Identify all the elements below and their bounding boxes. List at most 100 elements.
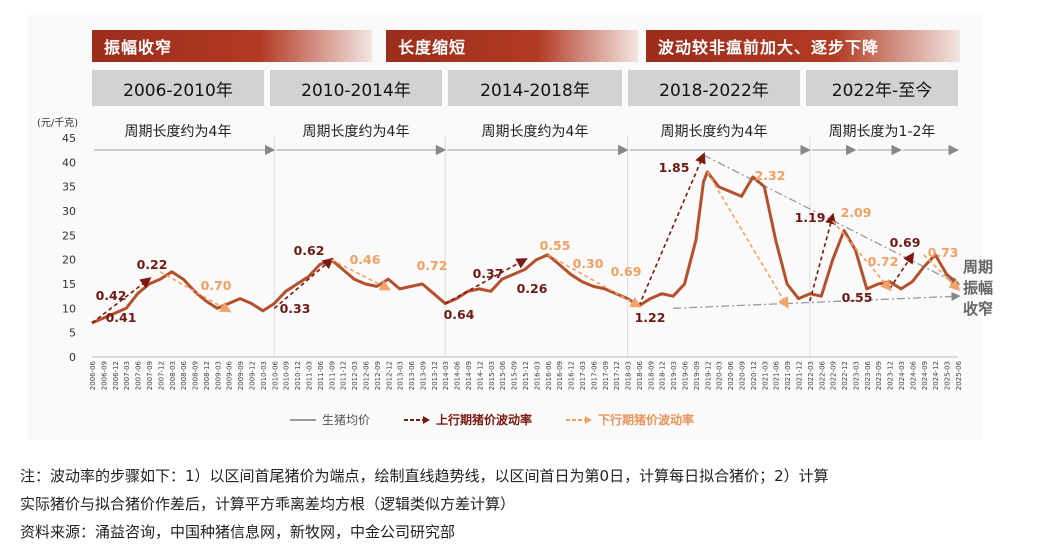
cycle-length-1: 周期长度约为4年 (124, 124, 232, 140)
down-volatility-arrow (832, 220, 892, 292)
up-volatility-arrow (273, 257, 334, 309)
x-tick-label: 2008-09 (192, 361, 200, 390)
x-tick-label: 2015-12 (522, 361, 530, 390)
phase-label: 长度缩短 (398, 38, 467, 57)
data-label: 0.62 (294, 243, 325, 258)
legend-item-down: 下行期猪价波动率 (566, 411, 694, 428)
x-tick-label: 2014-09 (465, 361, 473, 390)
data-label: 2.09 (841, 205, 872, 220)
x-tick-label: 2013-12 (431, 361, 439, 390)
x-tick-label: 2017-12 (613, 361, 621, 390)
x-tick-label: 2021-03 (761, 361, 769, 390)
x-tick-label: 2015-06 (499, 360, 507, 390)
side-note-line: 收窄 (963, 300, 994, 318)
data-label: 0.22 (137, 257, 168, 272)
phase-label: 振幅收窄 (104, 38, 173, 57)
legend-arrow-icon (404, 415, 431, 424)
x-tick-label: 2014-03 (442, 361, 450, 390)
period-box-2: 2010-2014年 (270, 70, 442, 106)
data-label: 0.41 (106, 310, 137, 325)
footer-note-2: 实际猪价与拟合猪价作差后，计算平方乖离差均方根（逻辑类似方差计算） (20, 495, 516, 513)
x-tick-label: 2010-06 (271, 360, 279, 390)
legend-label: 下行期猪价波动率 (598, 413, 695, 427)
period-box-4: 2018-2022年 (628, 70, 800, 106)
x-tick-label: 2010-09 (283, 361, 291, 390)
down-volatility-arrow (923, 254, 961, 292)
x-tick-label: 2008-12 (203, 361, 211, 390)
legend: 生猪均价 上行期猪价波动率 下行期猪价波动率 (290, 411, 694, 428)
y-tick-label: 0 (69, 351, 76, 364)
data-label: 1.22 (635, 310, 666, 325)
y-tick-label: 25 (62, 229, 76, 242)
phase-label: 波动较非瘟前加大、逐步下降 (658, 38, 880, 57)
y-tick-label: 40 (62, 156, 76, 169)
x-tick-label: 2009-12 (249, 361, 257, 390)
data-label: 0.30 (573, 256, 604, 271)
footer-note-1: 注：波动率的步骤如下：1）以区间首尾猪价为端点，绘制直线趋势线，以区间首日为第0… (20, 467, 829, 485)
x-tick-label: 2023-12 (887, 361, 895, 390)
x-tick-label: 2016-06 (545, 360, 553, 390)
period-box-1: 2006-2010年 (92, 70, 264, 106)
x-tick-label: 2012-03 (351, 361, 359, 390)
data-label: 2.32 (755, 168, 786, 183)
x-tick-label: 2016-12 (568, 361, 576, 390)
x-tick-label: 2012-12 (385, 361, 393, 390)
x-tick-label: 2021-09 (784, 361, 792, 390)
x-tick-label: 2011-09 (328, 361, 336, 390)
legend-label: 生猪均价 (322, 413, 371, 427)
y-tick-label: 20 (62, 254, 76, 267)
data-label: 0.42 (96, 288, 127, 303)
data-label: 0.37 (473, 266, 504, 281)
x-tick-label: 2012-06 (362, 360, 370, 390)
x-tick-label: 2006-12 (112, 361, 120, 390)
x-tick-label: 2019-03 (670, 361, 678, 390)
up-volatility-arrow (809, 212, 836, 302)
period-box-3: 2014-2018年 (448, 70, 622, 106)
data-label: 1.85 (659, 160, 690, 175)
x-tick-label: 2020-09 (739, 361, 747, 390)
up-volatility-arrow (91, 277, 152, 324)
phase-banner-3: 波动较非瘟前加大、逐步下降 (646, 30, 960, 62)
x-tick-label: 2009-03 (214, 361, 222, 390)
x-tick-label: 2024-06 (909, 360, 917, 390)
data-label: 0.33 (280, 301, 311, 316)
y-tick-label: 45 (62, 132, 76, 145)
legend-label: 上行期猪价波动率 (436, 413, 533, 427)
x-tick-label: 2023-06 (864, 360, 872, 390)
price-series-line (91, 170, 959, 325)
data-label: 1.19 (795, 210, 826, 225)
x-tick-label: 2017-03 (579, 361, 587, 390)
x-tick-label: 2018-09 (647, 361, 655, 390)
x-tick-label: 2016-09 (556, 361, 564, 390)
data-label: 0.72 (868, 254, 899, 269)
period-box-5: 2022年-至今 (806, 70, 958, 106)
legend-item-up: 上行期猪价波动率 (404, 411, 532, 428)
y-axis-unit: (元/千克) (37, 118, 79, 129)
x-tick-label: 2017-06 (590, 360, 598, 390)
x-tick-label: 2013-09 (419, 361, 427, 390)
x-tick-label: 2022-12 (841, 361, 849, 390)
x-tick-label: 2015-09 (511, 361, 519, 390)
x-tick-label: 2013-03 (397, 361, 405, 390)
y-tick-label: 35 (62, 181, 76, 194)
cycle-length-3: 周期长度约为4年 (481, 124, 589, 140)
x-tick-label: 2009-09 (237, 361, 245, 390)
data-label: 0.26 (517, 281, 548, 296)
up-volatility-arrow (638, 152, 706, 307)
x-tick-label: 2021-06 (773, 360, 781, 390)
x-tick-label: 2025-03 (944, 361, 952, 390)
x-tick-label: 2024-03 (898, 361, 906, 390)
phase-banner-1: 振幅收窄 (92, 30, 372, 62)
x-tick-label: 2015-03 (488, 361, 496, 390)
x-tick-label: 2010-12 (294, 361, 302, 390)
x-tick-label: 2019-09 (693, 361, 701, 390)
down-volatility-arrow (159, 271, 232, 313)
data-label: 0.72 (417, 258, 448, 273)
y-tick-label: 15 (62, 278, 76, 291)
x-tick-label: 2007-12 (157, 361, 165, 390)
legend-item-price: 生猪均价 (290, 411, 370, 428)
data-label: 0.46 (350, 252, 381, 267)
x-tick-label: 2021-12 (795, 361, 803, 390)
x-tick-label: 2023-09 (875, 361, 883, 390)
y-tick-label: 10 (62, 302, 76, 315)
